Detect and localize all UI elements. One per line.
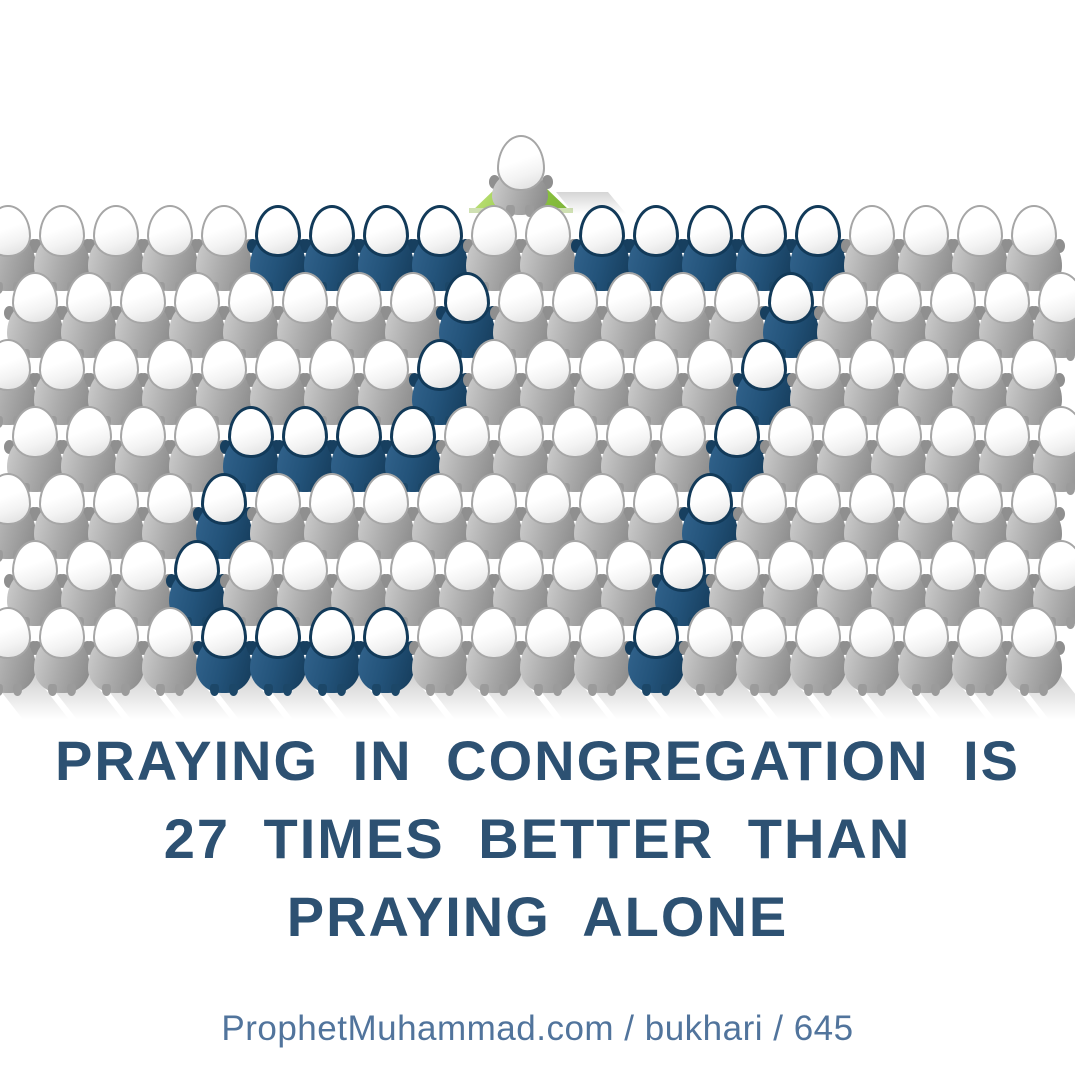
blue-person-figure <box>409 339 483 428</box>
gray-person-figure <box>0 205 51 294</box>
gray-person-figure <box>517 607 614 725</box>
blue-person-figure <box>193 607 290 725</box>
blue-person-figure <box>382 406 456 495</box>
gray-person-figure <box>841 607 938 725</box>
gray-person-figure <box>0 473 51 562</box>
gray-person-figure <box>31 607 128 725</box>
headline-line-2: 27 TIMES BETTER THAN <box>163 807 912 870</box>
gray-person-figure <box>760 406 834 495</box>
gray-person-figure <box>706 540 780 629</box>
blue-person-figure <box>679 205 753 294</box>
gray-person-figure <box>571 607 668 725</box>
gray-person-figure <box>490 540 564 629</box>
gray-person-figure <box>85 607 182 725</box>
gray-person-figure <box>679 607 776 725</box>
footer-credit-text: ProphetMuhammad.com / bukhari / 645 <box>221 1009 854 1048</box>
gray-person-figure <box>463 607 560 725</box>
blue-person-figure <box>436 272 510 361</box>
gray-person-figure <box>139 607 236 725</box>
gray-person-figure <box>490 272 564 361</box>
blue-person-figure <box>733 205 807 294</box>
gray-person-figure <box>787 607 884 725</box>
headline: PRAYING IN CONGREGATION IS 27 TIMES BETT… <box>0 722 1075 956</box>
gray-person-figure <box>895 607 992 725</box>
gray-person-figure <box>733 607 830 725</box>
gray-person-figure <box>733 473 807 562</box>
gray-person-figure <box>976 272 1050 361</box>
gray-person-figure <box>112 406 186 495</box>
gray-person-figure <box>1003 607 1075 725</box>
gray-person-figure <box>706 272 780 361</box>
gray-person-figure <box>409 607 506 725</box>
gray-person-figure <box>949 607 1046 725</box>
gray-person-figure <box>544 540 618 629</box>
headline-line-1: PRAYING IN CONGREGATION IS <box>55 729 1020 792</box>
blue-person-figure <box>355 607 452 725</box>
gray-person-figure <box>949 339 1023 428</box>
blue-person-figure <box>247 607 344 725</box>
gray-person-figure <box>0 607 74 725</box>
gray-person-figure <box>679 339 753 428</box>
gray-person-figure <box>85 339 159 428</box>
gray-person-figure <box>868 272 942 361</box>
footer-credit: ProphetMuhammad.com / bukhari / 645 <box>0 1008 1075 1050</box>
gray-person-figure <box>220 540 294 629</box>
headline-line-3: PRAYING ALONE <box>286 885 789 948</box>
imam-figure <box>489 135 563 223</box>
blue-person-figure <box>625 607 722 725</box>
blue-person-figure <box>301 607 398 725</box>
